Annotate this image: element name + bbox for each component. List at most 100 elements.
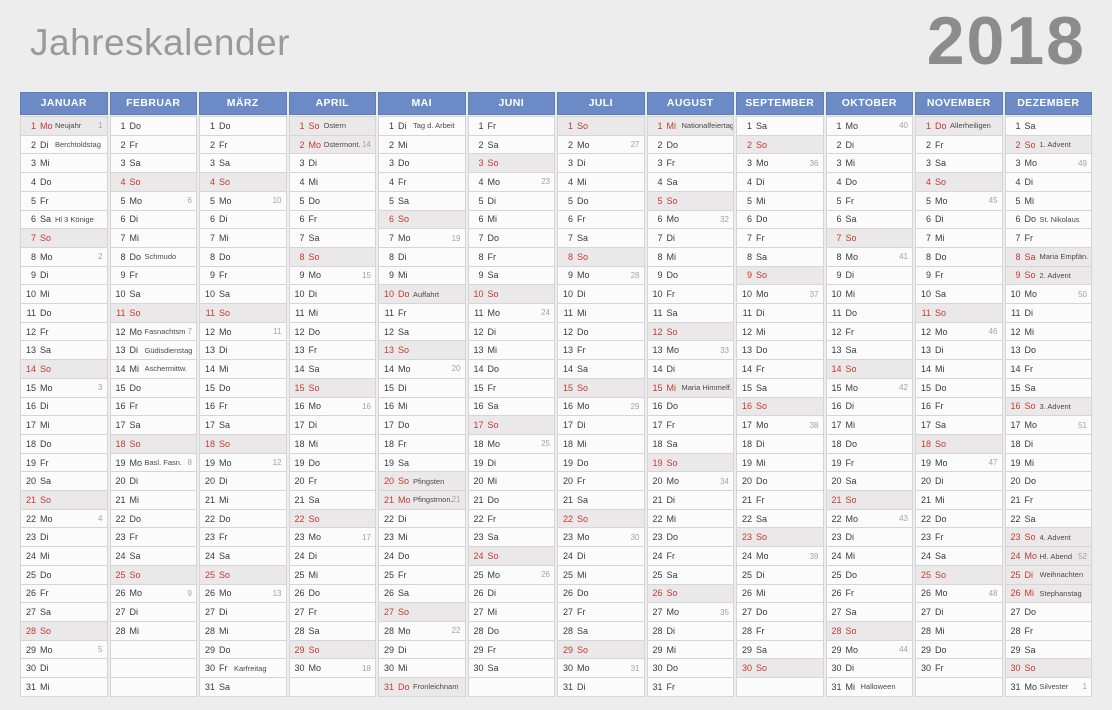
day-number: 9 [388,270,394,281]
day-row: 9 Mi [378,265,466,286]
weekday-label: Di [756,438,765,449]
day-row: 5 Mi [1004,190,1092,211]
day-number: 17 [831,420,842,431]
day-number: 1 [746,120,752,131]
day-number: 15 [383,382,394,393]
weekday-label: Sa [219,681,231,692]
day-number: 8 [567,251,573,262]
weekday-label: So [935,176,947,187]
weekday-label: Di [577,158,586,169]
day-number: 19 [383,457,394,468]
day-row: 6 Di [915,209,1003,230]
weekday-label: Sa [577,233,589,244]
day-number: 22 [115,513,126,524]
weekday-label: Mo [308,663,322,674]
day-number: 18 [383,438,394,449]
weekday-label: Di [1024,307,1034,318]
holiday-label: Basl. Fasn. [144,458,183,467]
day-row: 16 Di [20,396,108,417]
day-number: 7 [925,233,931,244]
weekday-label: Sa [666,307,678,318]
weekday-label: Mo [845,644,859,655]
day-number: 11 [295,307,305,318]
day-number: 11 [1011,307,1021,318]
weekday-label: Do [666,663,679,674]
day-row: 29 Sa [736,639,824,660]
weekday-label: Mo [666,607,680,618]
weekday-label: Sa [756,120,768,131]
day-row: 1 Mi Nationalfeiertag [646,116,734,136]
day-row: 22 Sa [1004,508,1092,529]
weekday-label: Di [935,607,944,618]
day-row: 7 Sa [557,228,645,248]
weekday-label: Mi [666,644,677,655]
day-row: 6 Do [736,209,824,230]
weekday-label: Fr [845,457,855,468]
day-row: 12 So [646,321,734,342]
week-number: 35 [720,607,729,617]
weekday-label: Mi [308,569,319,580]
weekday-label: So [219,438,231,449]
day-number: 13 [115,345,126,356]
day-row: 4 So [109,172,197,192]
day-row: 8 Mo 41 [825,246,913,267]
day-number: 9 [925,270,931,281]
day-row: 9 Fr [199,265,287,286]
day-row: 1 Do [109,116,197,136]
day-row: 19 Do [288,452,376,473]
weekday-label: Fr [129,401,139,412]
weekday-label: Mo [845,513,859,524]
weekday-label: Do [40,307,52,318]
day-row: 19 Di [467,452,555,473]
weekday-label: Fr [666,681,676,692]
week-number: 12 [272,458,282,467]
day-row: 26 Di [467,583,555,604]
week-number: 27 [630,140,640,150]
weekday-label: Di [845,532,855,543]
day-row: 9 Mo 28 [557,265,645,286]
day-number: 5 [925,195,931,206]
day-row: 7 Fr [1004,228,1092,248]
weekday-label: Fr [845,326,855,337]
day-row: 20 Di [109,471,197,492]
day-number: 3 [209,158,215,169]
day-number: 4 [567,176,573,187]
day-number: 9 [478,270,484,281]
day-number: 15 [741,382,752,393]
day-number: 23 [294,532,305,543]
day-number: 17 [383,420,394,431]
day-row: 27 Do [1004,602,1092,622]
day-row: 24 Mo 39 [736,546,824,566]
weekday-label: Mi [935,625,945,636]
weekday-label: Mi [487,607,498,618]
weekday-label: Di [40,139,49,150]
day-number: 31 [383,681,394,692]
day-row: 30 So [736,658,824,679]
weekday-label: Fr [666,289,676,300]
week-number: 21 [451,495,461,505]
weekday-label: Mo [398,494,411,505]
day-number: 26 [652,588,663,599]
day-number: 19 [473,457,484,468]
month-column: AUGUST 1 Mi Nationalfeiertag 2 Do 3 Fr 4 Sa 5 So 6 Mo… [646,92,734,697]
day-row: 10 Sa [199,284,287,305]
day-number: 6 [567,214,573,225]
weekday-label: Fr [577,607,586,618]
day-number: 28 [25,625,36,636]
day-number: 9 [836,270,842,281]
weekday-label: Di [308,158,318,169]
weekday-label: Sa [40,214,52,225]
day-number: 7 [30,233,36,244]
day-number: 6 [209,214,215,225]
weekday-label: Mo [40,251,53,262]
day-number: 7 [567,233,573,244]
weekday-label: Di [845,139,855,150]
weekday-label: Do [1024,345,1037,356]
weekday-label: Mo [129,326,143,337]
day-number: 17 [115,420,126,431]
day-row: 12 Di [467,321,555,342]
day-row: 7 Do [467,228,555,248]
day-number: 10 [741,289,752,300]
month-header: MÄRZ [199,92,287,115]
weekday-label: Fr [935,139,944,150]
